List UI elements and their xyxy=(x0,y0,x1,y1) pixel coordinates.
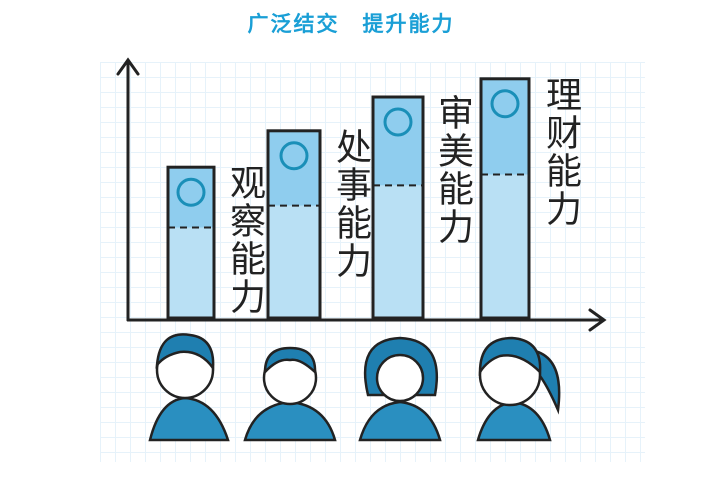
bar-outline xyxy=(166,165,216,320)
bar-outline xyxy=(371,95,425,320)
bar-outline xyxy=(266,129,322,320)
bar-upper xyxy=(168,167,214,228)
bar-upper xyxy=(373,97,423,186)
handshake-icon xyxy=(279,141,309,171)
bar-lower xyxy=(481,174,529,318)
bar-label: 理财能力 xyxy=(540,75,581,228)
person-woman-glasses xyxy=(358,336,442,442)
page-title: 广泛结交 提升能力 xyxy=(247,12,455,36)
x-axis xyxy=(126,308,607,332)
bar-label: 审美能力 xyxy=(432,94,473,246)
bar-upper xyxy=(481,78,529,175)
magnifier-icon xyxy=(490,89,520,119)
people xyxy=(148,333,561,442)
bar-label: 处事能力 xyxy=(330,127,371,280)
bar-lower xyxy=(268,205,320,318)
bow-tie-icon xyxy=(383,107,413,137)
person-man xyxy=(243,346,337,442)
bar-label: 观察能力 xyxy=(224,164,265,317)
y-axis xyxy=(116,57,140,322)
bar-lower xyxy=(373,185,423,318)
person-girl xyxy=(476,336,561,442)
person-boy xyxy=(148,333,230,442)
eraser-icon xyxy=(176,177,206,207)
bar-outline xyxy=(479,77,531,320)
bar-lower xyxy=(168,227,214,318)
